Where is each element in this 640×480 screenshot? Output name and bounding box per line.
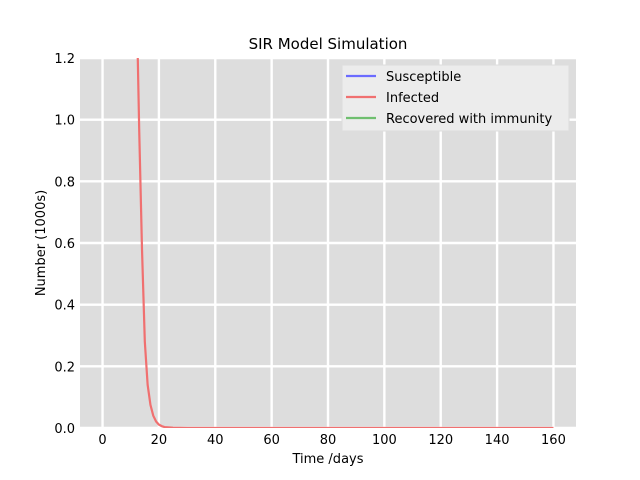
x-tick-label: 120: [428, 433, 453, 448]
x-axis-label: Time /days: [291, 452, 363, 467]
legend: Susceptible Infected Recovered with immu…: [341, 64, 570, 132]
x-tick-label: 20: [151, 433, 168, 448]
x-tick-label: 80: [320, 433, 337, 448]
series-layer: [136, 58, 554, 428]
y-axis-label: Number (1000s): [34, 190, 49, 296]
series-line-infected: [136, 58, 554, 428]
y-tick-label: 0.8: [54, 175, 75, 190]
y-tick-label: 1.2: [54, 52, 75, 67]
y-tick-label: 0.2: [54, 360, 75, 375]
x-tick-label: 0: [98, 433, 106, 448]
x-tick-label: 60: [263, 433, 280, 448]
y-tick-label: 0.4: [54, 299, 75, 314]
x-tick-label: 140: [485, 433, 510, 448]
legend-label-recovered: Recovered with immunity: [386, 112, 553, 127]
legend-label-infected: Infected: [386, 91, 439, 106]
y-tick-label: 0.0: [54, 422, 75, 437]
x-tick-label: 40: [207, 433, 224, 448]
legend-label-susceptible: Susceptible: [386, 70, 461, 85]
y-tick-labels: 0.0 0.2 0.4 0.6 0.8 1.0 1.2: [54, 52, 75, 437]
chart-title: SIR Model Simulation: [249, 35, 408, 53]
x-tick-labels: 0 20 40 60 80 100 120 140 160: [98, 433, 565, 448]
x-tick-label: 100: [372, 433, 397, 448]
y-tick-label: 1.0: [54, 114, 75, 129]
y-tick-label: 0.6: [54, 237, 75, 252]
legend-box: [341, 64, 570, 132]
x-tick-label: 160: [541, 433, 566, 448]
